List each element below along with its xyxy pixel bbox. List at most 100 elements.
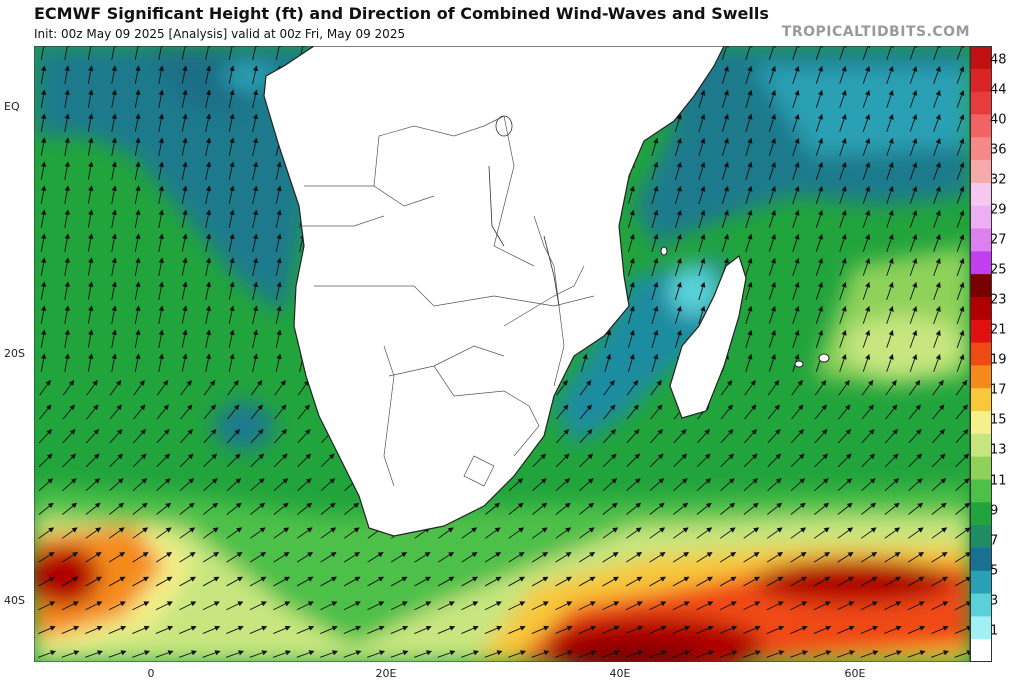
wave-direction-arrow — [555, 601, 573, 611]
wave-direction-arrow — [252, 281, 259, 301]
wave-direction-arrow — [860, 552, 878, 563]
wave-direction-arrow — [555, 650, 574, 658]
wave-direction-arrow — [205, 89, 212, 109]
wave-direction-arrow — [205, 185, 212, 205]
wave-direction-arrow — [252, 137, 259, 157]
wave-direction-arrow — [414, 552, 431, 563]
wave-direction-arrow — [64, 161, 70, 181]
wave-direction-arrow — [344, 502, 360, 515]
wave-direction-arrow — [508, 552, 525, 563]
wave-direction-arrow — [62, 478, 77, 491]
wave-direction-arrow — [508, 478, 524, 491]
wave-direction-arrow — [792, 65, 800, 84]
colorbar-swatch — [970, 593, 992, 617]
wave-direction-arrow — [111, 185, 117, 205]
wave-direction-arrow — [886, 209, 894, 228]
wave-direction-arrow — [64, 257, 70, 277]
wave-direction-arrow — [205, 329, 212, 349]
wave-direction-arrow — [886, 329, 894, 348]
wave-direction-arrow — [343, 527, 360, 539]
wave-direction-arrow — [578, 552, 596, 563]
wave-direction-arrow — [909, 137, 918, 156]
wave-direction-arrow — [87, 137, 94, 157]
wave-direction-arrow — [908, 478, 923, 491]
wave-direction-arrow — [885, 379, 897, 396]
colorbar-swatch — [970, 365, 992, 389]
wave-direction-arrow — [461, 527, 478, 539]
wave-direction-arrow — [531, 552, 549, 563]
wave-direction-arrow — [743, 625, 761, 634]
wave-direction-arrow — [40, 305, 47, 325]
wave-direction-arrow — [155, 650, 174, 658]
wave-direction-arrow — [956, 209, 965, 228]
wave-direction-arrow — [745, 137, 753, 156]
wave-direction-arrow — [181, 46, 188, 61]
wave-direction-arrow — [744, 404, 757, 420]
colorbar-tick-label: 32 — [990, 172, 1007, 188]
wave-direction-arrow — [437, 527, 454, 539]
wave-direction-arrow — [109, 478, 124, 491]
wave-direction-arrow — [721, 113, 729, 132]
wave-direction-arrow — [745, 161, 753, 180]
wave-direction-arrow — [602, 478, 618, 491]
wave-direction-arrow — [696, 478, 712, 491]
wave-direction-arrow — [931, 625, 949, 634]
wave-direction-arrow — [414, 625, 432, 634]
colorbar-tick-label: 1 — [990, 623, 999, 639]
wave-direction-arrow — [39, 404, 52, 420]
wave-direction-arrow — [132, 601, 150, 611]
colorbar-swatch — [970, 319, 992, 344]
wave-direction-arrow — [62, 502, 78, 515]
wave-direction-arrow — [228, 185, 235, 205]
wave-direction-arrow — [767, 379, 780, 396]
wave-direction-arrow — [508, 527, 525, 539]
wave-direction-arrow — [815, 46, 824, 60]
wave-direction-arrow — [884, 625, 902, 634]
wave-direction-arrow — [861, 453, 876, 468]
wave-direction-arrow — [626, 478, 641, 491]
wave-direction-arrow — [956, 233, 965, 252]
wave-direction-arrow — [768, 257, 776, 276]
wave-direction-arrow — [790, 428, 805, 444]
wave-direction-arrow — [745, 329, 753, 348]
wave-direction-arrow — [768, 89, 776, 108]
wave-direction-arrow — [813, 527, 830, 539]
colorbar-swatch — [970, 456, 992, 480]
wave-direction-arrow — [884, 502, 900, 515]
wave-direction-arrow — [508, 650, 527, 658]
wave-direction-arrow — [837, 428, 852, 444]
wave-direction-arrow — [252, 46, 259, 61]
wave-direction-arrow — [955, 428, 969, 444]
wave-direction-arrow — [860, 601, 878, 611]
wave-direction-arrow — [343, 576, 361, 587]
wave-direction-arrow — [158, 305, 165, 325]
wave-direction-arrow — [579, 453, 594, 468]
wave-direction-arrow — [955, 404, 968, 420]
wave-direction-arrow — [955, 453, 970, 468]
wave-direction-arrow — [933, 46, 941, 60]
wave-direction-arrow — [908, 379, 921, 396]
wave-direction-arrow — [768, 161, 776, 180]
wave-direction-arrow — [720, 379, 733, 396]
wave-direction-arrow — [132, 453, 147, 468]
colorbar-swatch — [970, 137, 992, 161]
wave-direction-arrow — [815, 329, 824, 348]
wave-direction-arrow — [908, 428, 922, 444]
wave-direction-arrow — [651, 329, 659, 348]
wave-direction-arrow — [111, 329, 117, 349]
wave-direction-arrow — [815, 281, 824, 300]
wave-direction-arrow — [273, 576, 291, 587]
wave-direction-arrow — [275, 329, 282, 349]
wave-direction-arrow — [156, 453, 171, 468]
wave-direction-arrow — [273, 428, 288, 444]
wave-direction-arrow — [862, 329, 871, 348]
wave-direction-arrow — [87, 65, 94, 85]
wave-direction-arrow — [814, 478, 829, 491]
wave-direction-arrow — [672, 576, 690, 587]
colorbar-swatch — [970, 114, 992, 138]
wave-direction-arrow — [627, 233, 635, 252]
wave-direction-arrow — [296, 576, 314, 587]
wave-direction-arrow — [252, 305, 259, 325]
wave-direction-arrow — [296, 650, 315, 658]
wave-direction-arrow — [111, 161, 117, 181]
